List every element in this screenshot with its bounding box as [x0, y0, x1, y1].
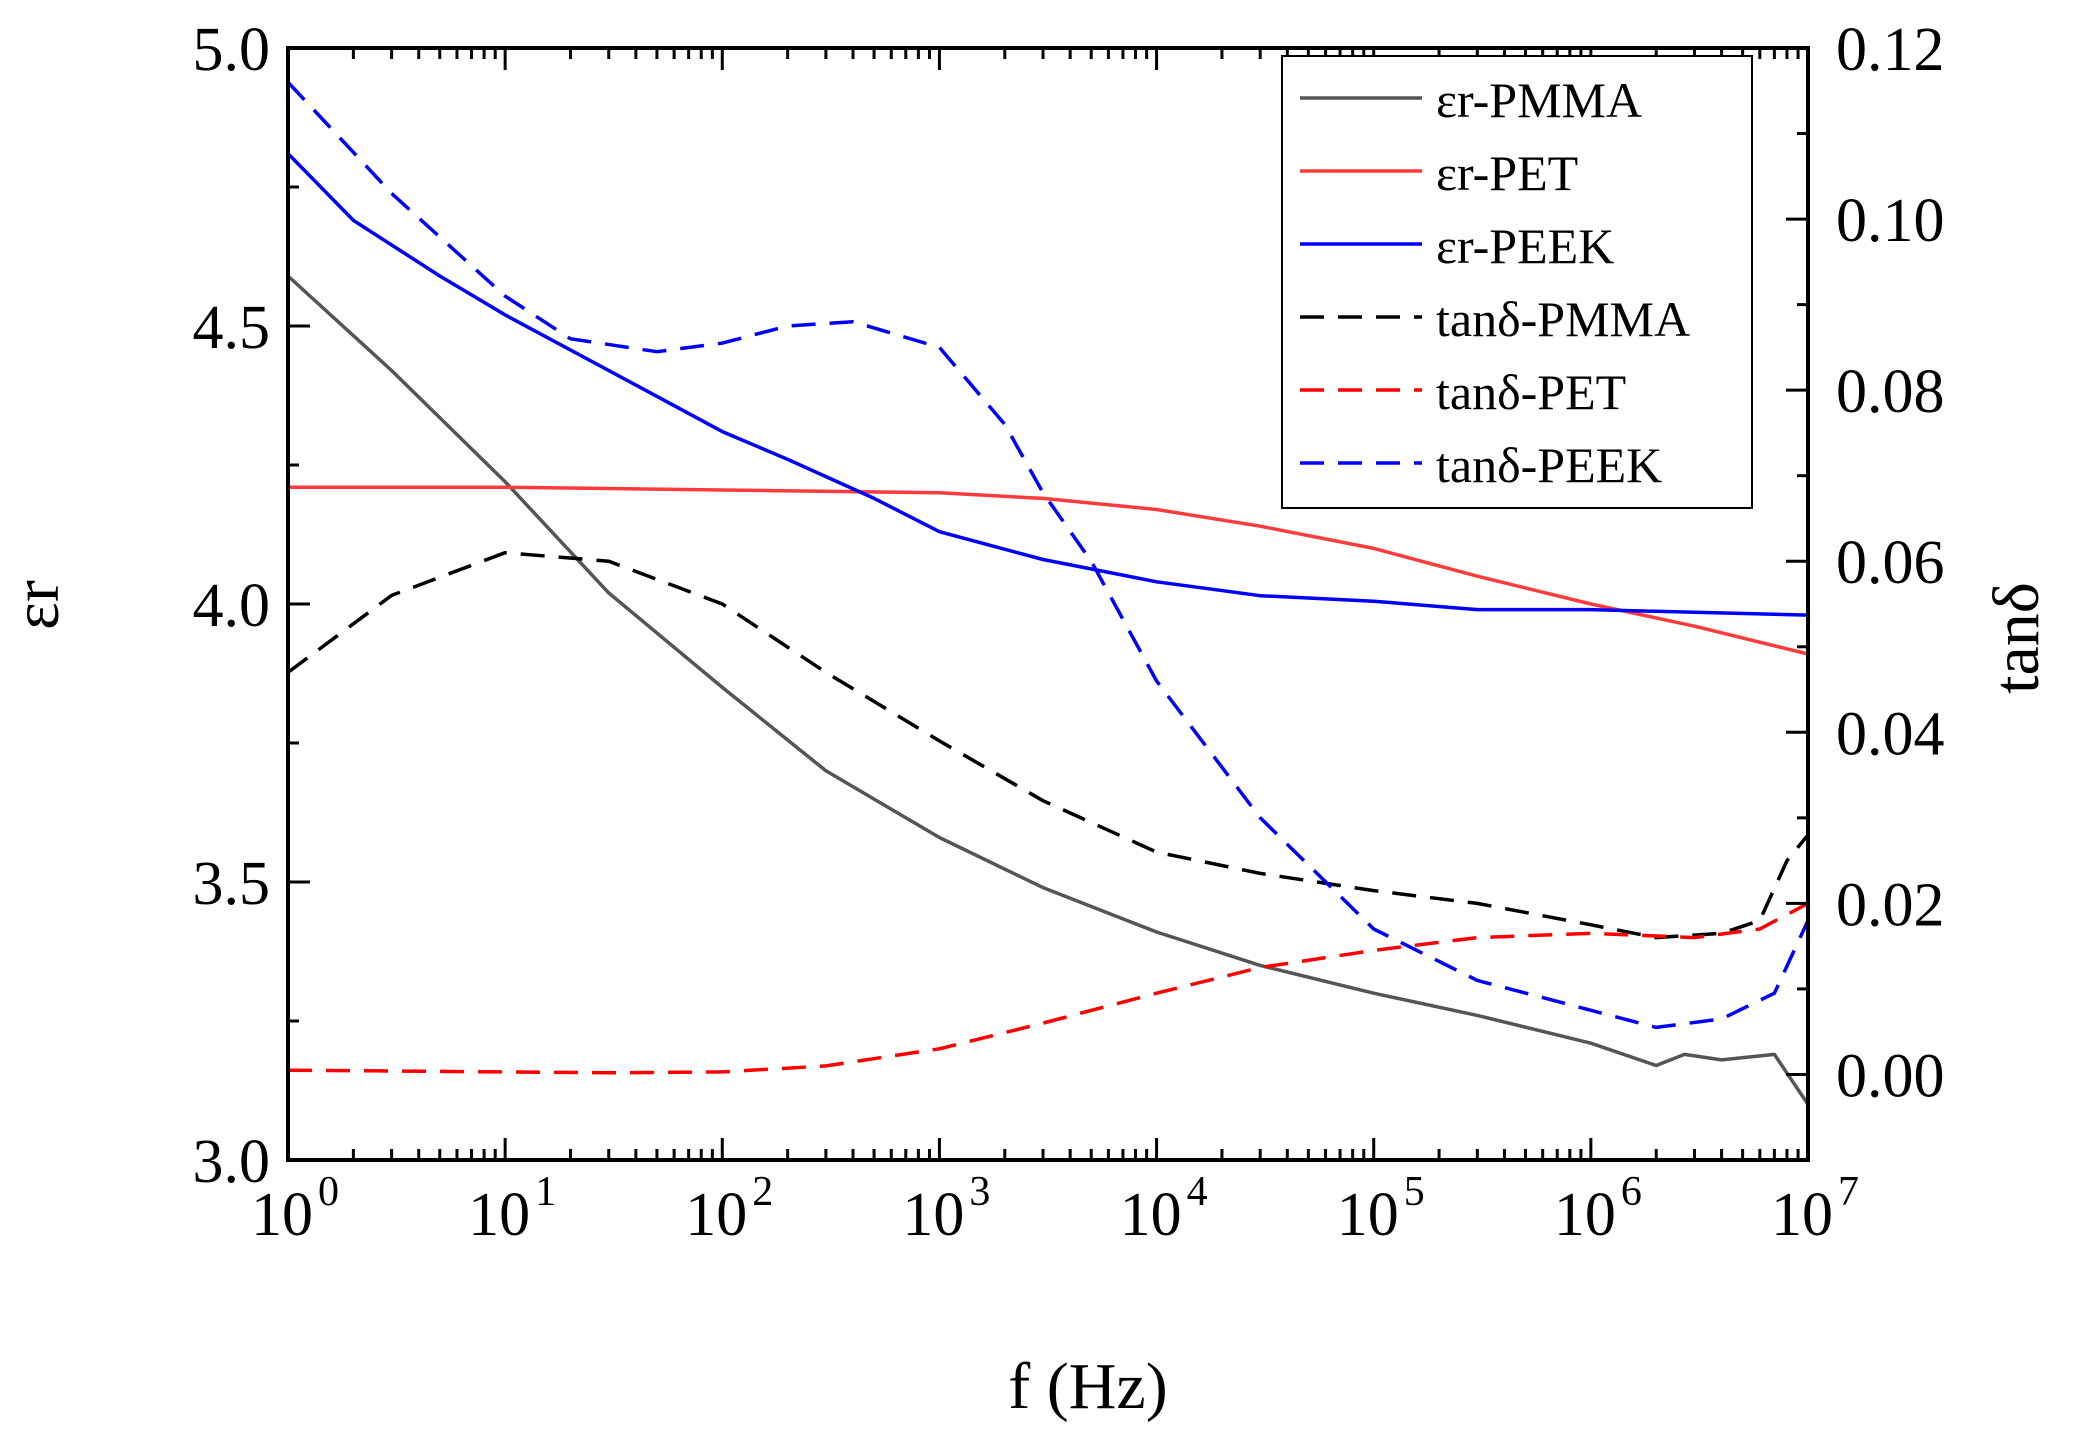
x-tick-label-exponent: 1 [535, 1169, 556, 1215]
y-left-tick-label: 4.0 [193, 572, 271, 640]
legend-label: εr-PMMA [1436, 72, 1642, 128]
y-right-tick-label: 0.10 [1836, 187, 1945, 255]
x-tick-label-exponent: 3 [969, 1169, 990, 1215]
legend-label: εr-PEEK [1436, 218, 1614, 274]
plot-frame [286, 46, 1810, 1162]
legend-label: tanδ-PMMA [1436, 291, 1690, 347]
series-line-1 [288, 485, 1808, 656]
y-axis-label-left: εr [0, 580, 73, 630]
x-tick-label: 10 [685, 1181, 747, 1249]
x-tick-label: 10 [1554, 1181, 1616, 1249]
y-right-tick-label: 0.08 [1836, 358, 1945, 426]
x-tick-label: 10 [468, 1181, 530, 1249]
legend-label: tanδ-PET [1436, 364, 1626, 420]
y-left-tick-label: 4.5 [193, 294, 271, 362]
x-tick-label: 10 [1337, 1181, 1399, 1249]
x-tick-label-exponent: 2 [752, 1169, 773, 1215]
y-right-tick-label: 0.02 [1836, 871, 1945, 939]
legend: εr-PMMA εr-PET εr-PEEK tanδ-PMMA tanδ-PET tan… [1281, 55, 1753, 509]
y-left-tick-label: 3.0 [193, 1128, 271, 1196]
x-tick-label-exponent: 4 [1187, 1169, 1208, 1215]
y-left-tick-label: 5.0 [193, 16, 271, 84]
x-tick-label-exponent: 5 [1404, 1169, 1425, 1215]
series-line-3 [288, 550, 1808, 940]
x-tick-labels: 10 0 10 1 10 2 10 3 10 4 10 5 10 6 10 7 [251, 1169, 1859, 1249]
y-left-tick-labels: 3.0 3.5 4.0 4.5 5.0 [193, 16, 271, 1196]
x-tick-label: 10 [1771, 1181, 1833, 1249]
y-axis-label-right: tanδ [1980, 582, 2053, 694]
x-tick-label-exponent: 6 [1621, 1169, 1642, 1215]
x-tick-label-exponent: 7 [1838, 1169, 1859, 1215]
x-tick-label: 10 [251, 1181, 313, 1249]
series-line-0 [288, 274, 1808, 1106]
x-axis-label: f (Hz) [1008, 1350, 1167, 1423]
legend-label: εr-PET [1436, 145, 1578, 201]
y-right-tick-labels: 0.00 0.02 0.04 0.06 0.08 0.10 0.12 [1836, 16, 1945, 1110]
y-left-tick-label: 3.5 [193, 850, 271, 918]
legend-label: tanδ-PEEK [1436, 437, 1662, 493]
y-right-tick-label: 0.12 [1836, 16, 1945, 84]
x-tick-label: 10 [1120, 1181, 1182, 1249]
x-tick-label-exponent: 0 [318, 1169, 339, 1215]
legend-box [1281, 55, 1753, 509]
series-line-2 [288, 152, 1808, 617]
plot-lines [288, 81, 1808, 1106]
y-right-tick-label: 0.06 [1836, 529, 1945, 597]
x-tick-label: 10 [902, 1181, 964, 1249]
y-right-tick-label: 0.00 [1836, 1042, 1945, 1110]
y-right-tick-label: 0.04 [1836, 700, 1945, 768]
series-line-4 [288, 901, 1808, 1075]
series-line-5 [288, 81, 1808, 1030]
